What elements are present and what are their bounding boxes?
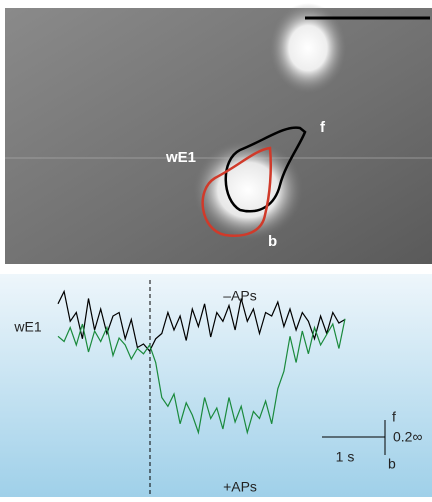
scale-b: b — [388, 456, 396, 472]
label-cell: wE1 — [165, 149, 196, 166]
label-minus: –APs — [223, 288, 256, 304]
trace — [57, 318, 346, 435]
label-b: b — [268, 233, 277, 250]
label-plus: +APs — [223, 479, 257, 495]
scale-signal-label: 0.2∞ — [393, 429, 422, 445]
bright-cell — [193, 140, 303, 240]
bright-cell — [270, 3, 346, 93]
scale-time-label: 1 s — [336, 449, 355, 465]
label-f: f — [320, 119, 326, 136]
outline-black — [224, 126, 307, 213]
trace-panel — [0, 274, 432, 497]
outline-red — [201, 146, 273, 237]
label-cell-trace: wE1 — [13, 319, 41, 335]
scale-f: f — [392, 409, 396, 425]
